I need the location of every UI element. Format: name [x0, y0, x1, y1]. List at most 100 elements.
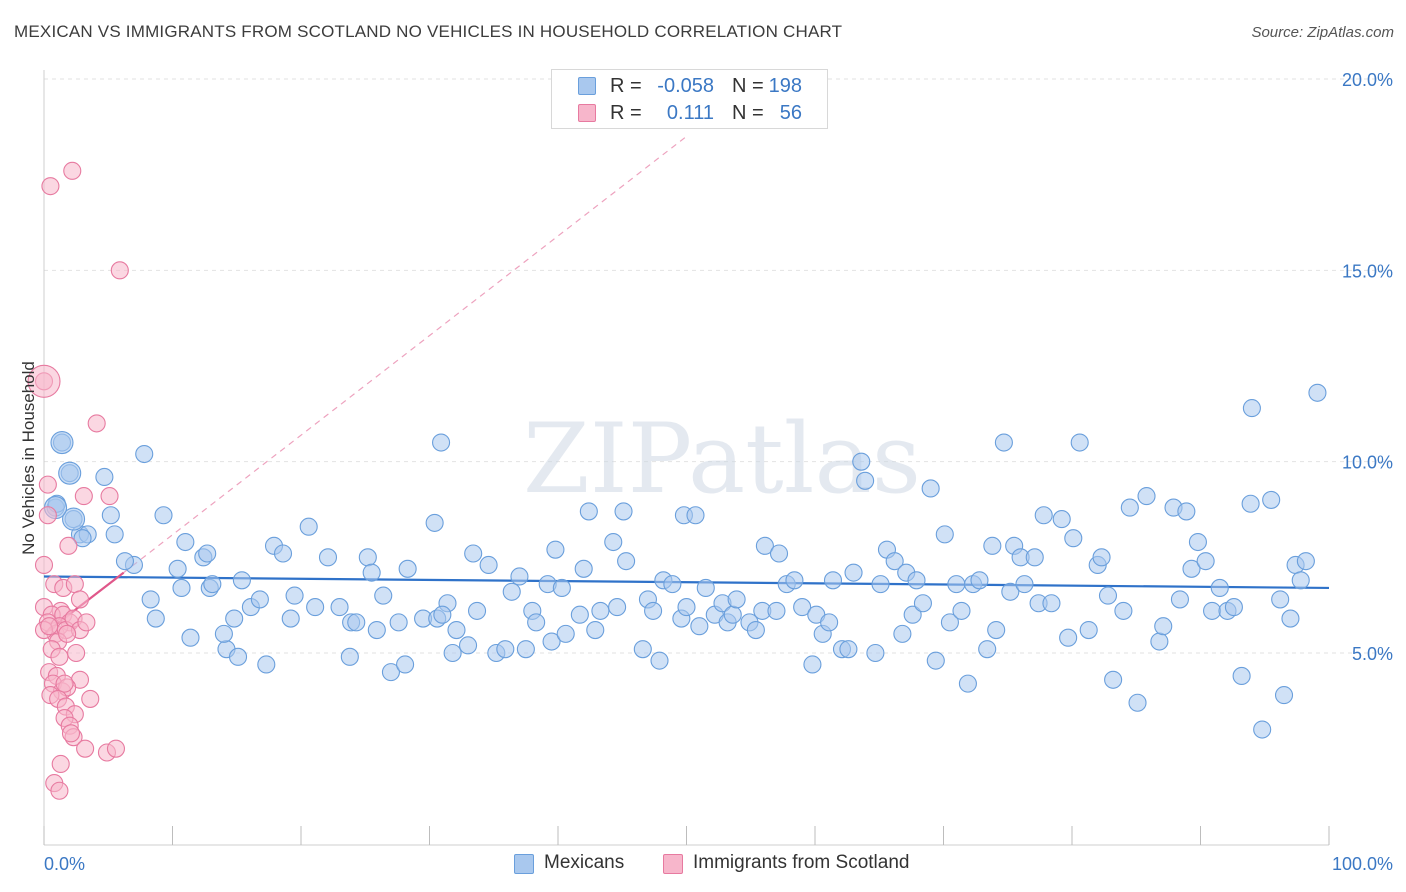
data-point	[443, 643, 462, 663]
data-point	[978, 640, 997, 659]
data-point	[67, 643, 86, 663]
data-point	[552, 578, 571, 597]
data-point	[467, 601, 487, 620]
legend-swatch-blue	[578, 77, 596, 95]
data-point	[1224, 598, 1243, 617]
data-point	[755, 536, 774, 555]
y-tick-label: 5.0%	[1352, 644, 1393, 664]
data-point	[154, 506, 173, 525]
data-point	[746, 620, 765, 640]
data-point	[58, 624, 77, 643]
data-point	[318, 548, 338, 567]
y-tick-labels: 5.0% 10.0% 15.0% 20.0%	[1342, 70, 1393, 664]
data-point	[203, 575, 222, 594]
data-point	[87, 414, 106, 433]
data-point	[866, 643, 885, 663]
data-point	[306, 598, 325, 617]
data-point	[690, 617, 709, 636]
data-point	[1064, 529, 1083, 548]
data-point	[432, 433, 451, 452]
data-point	[1120, 498, 1139, 517]
data-point	[110, 261, 129, 280]
chart-source: Source: ZipAtlas.com	[1251, 24, 1394, 41]
data-point	[1025, 548, 1044, 567]
y-tick-label: 15.0%	[1342, 261, 1393, 281]
data-point	[921, 479, 940, 498]
data-point	[257, 655, 276, 674]
data-point	[381, 663, 401, 682]
data-point	[330, 598, 349, 617]
data-point	[95, 467, 114, 487]
data-point-large	[62, 507, 86, 531]
data-point	[696, 578, 715, 597]
chart-title: MEXICAN VS IMMIGRANTS FROM SCOTLAND NO V…	[14, 22, 843, 41]
correlation-legend: R = -0.058 N = 198 R = 0.111 N = 56	[551, 69, 828, 129]
data-point	[1177, 502, 1196, 521]
data-point	[614, 502, 633, 521]
y-tick-label: 10.0%	[1342, 453, 1393, 473]
data-point	[1150, 632, 1169, 651]
legend-swatch-blue	[514, 854, 534, 874]
data-point	[55, 674, 74, 693]
data-point	[1241, 494, 1260, 513]
legend-label: Mexicans	[544, 852, 625, 873]
data-point	[970, 571, 989, 590]
data-point	[604, 532, 623, 552]
data-point	[40, 617, 59, 636]
data-point	[516, 640, 535, 659]
data-point	[50, 781, 69, 800]
data-point-large	[58, 461, 82, 485]
data-point	[425, 513, 444, 532]
data-point	[608, 598, 627, 617]
x-tick-label-start: 0.0%	[44, 854, 85, 874]
data-point	[1052, 510, 1071, 529]
legend-r-value: 0.111	[666, 102, 714, 124]
data-point	[1188, 532, 1207, 552]
series-legend: Mexicans Immigrants from Scotland	[0, 852, 1406, 878]
data-point	[225, 609, 244, 628]
data-point	[1253, 720, 1272, 739]
legend-r-value: -0.058	[657, 75, 714, 97]
data-point	[106, 739, 126, 758]
legend-row-mexicans: R = -0.058 N = 198	[552, 74, 827, 100]
data-point	[1274, 686, 1294, 705]
legend-r-label: R =	[610, 102, 642, 124]
data-point	[1137, 487, 1156, 506]
data-point	[77, 613, 96, 632]
data-point	[579, 502, 598, 521]
data-point	[617, 552, 636, 571]
data-point	[903, 605, 922, 624]
data-point	[913, 594, 932, 613]
data-point	[228, 647, 248, 666]
legend-n-value: 198	[768, 75, 802, 97]
legend-label: Immigrants from Scotland	[693, 852, 910, 873]
data-point	[1001, 582, 1020, 601]
data-point	[141, 590, 160, 609]
data-point	[181, 628, 200, 647]
data-point	[176, 532, 195, 552]
data-point-large	[27, 364, 61, 398]
data-point	[1128, 693, 1147, 712]
data-point	[935, 525, 954, 544]
data-point	[793, 598, 812, 617]
data-point	[101, 506, 120, 525]
data-point	[1034, 506, 1053, 525]
data-point	[250, 590, 269, 609]
data-point	[50, 647, 69, 666]
legend-swatch-pink	[578, 104, 596, 122]
data-point	[34, 555, 54, 575]
data-point	[556, 624, 575, 643]
data-point	[871, 575, 890, 594]
data-point	[285, 586, 304, 605]
data-point	[952, 601, 971, 620]
data-point	[546, 540, 565, 559]
data-point	[1296, 552, 1315, 571]
data-point	[1308, 383, 1327, 402]
data-point	[586, 620, 605, 640]
legend-n-label: N =	[732, 75, 764, 97]
data-point	[644, 601, 663, 620]
data-point	[168, 559, 187, 578]
data-point	[856, 471, 875, 490]
data-point	[987, 620, 1006, 640]
